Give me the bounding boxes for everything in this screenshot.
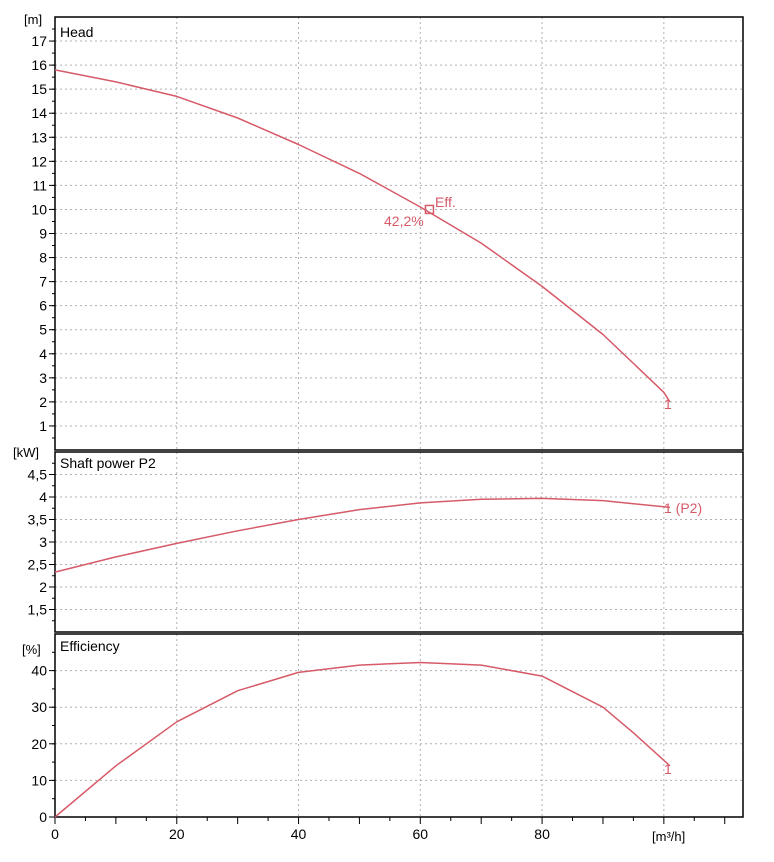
panel-frame — [54, 16, 744, 451]
y-tick-label: 3 — [39, 370, 47, 386]
panel-frame — [54, 633, 744, 818]
y-tick-label: 9 — [39, 226, 47, 242]
series-curve — [54, 497, 670, 573]
eff-marker — [424, 204, 435, 215]
power-panel-title: Shaft power P2 — [60, 455, 156, 471]
y-tick-label: 5 — [39, 322, 47, 338]
grid-layer — [49, 17, 743, 824]
y-tick-label: 0 — [39, 809, 47, 825]
eff-marker-value: 42,2% — [384, 213, 424, 229]
power-unit-label: [kW] — [13, 445, 39, 460]
head-unit-label: [m] — [24, 12, 42, 27]
y-tick-label: 7 — [39, 274, 47, 290]
y-tick-label: 15 — [31, 81, 47, 97]
x-tick-label: 0 — [51, 826, 59, 842]
eff-marker-label: Eff. — [435, 194, 456, 210]
y-tick-label: 11 — [32, 177, 47, 193]
series-curve — [54, 69, 671, 403]
y-tick-label: 2,5 — [28, 557, 48, 573]
y-tick-label: 1 — [39, 418, 47, 434]
y-tick-label: 17 — [31, 33, 47, 49]
y-tick-label: 1,5 — [28, 602, 48, 618]
efficiency-series-label: 1 — [664, 761, 672, 777]
x-tick-label: 80 — [534, 826, 550, 842]
y-tick-label: 2 — [39, 394, 47, 410]
y-tick-label: 40 — [31, 663, 47, 679]
panel-frames — [54, 16, 744, 818]
efficiency-panel-title: Efficiency — [60, 638, 120, 654]
panel-frame — [54, 451, 744, 633]
y-tick-label: 13 — [31, 129, 47, 145]
x-axis-unit-label: [m³/h] — [652, 829, 685, 844]
labels-layer: Head [m] Shaft power P2 [kW] Efficiency … — [13, 12, 702, 844]
power-series-label: 1 (P2) — [664, 500, 702, 516]
series-curve — [54, 661, 671, 818]
y-tick-label: 4,5 — [28, 467, 48, 483]
y-tick-label: 8 — [39, 250, 47, 266]
y-tick-label: 16 — [31, 57, 47, 73]
y-tick-label: 30 — [31, 699, 47, 715]
y-tick-label: 4 — [39, 489, 47, 505]
y-tick-label: 12 — [31, 153, 47, 169]
y-tick-label: 2 — [39, 579, 47, 595]
y-tick-label: 20 — [31, 736, 47, 752]
x-tick-label: 40 — [291, 826, 307, 842]
y-tick-label: 6 — [39, 298, 47, 314]
y-tick-label: 10 — [31, 201, 47, 217]
y-tick-label: 3,5 — [28, 512, 48, 528]
efficiency-unit-label: [%] — [22, 642, 41, 657]
y-tick-label: 14 — [31, 105, 47, 121]
curves-layer — [54, 69, 671, 818]
y-tick-label: 10 — [31, 772, 47, 788]
x-tick-label: 20 — [169, 826, 185, 842]
head-panel-title: Head — [60, 24, 93, 40]
x-tick-label: 60 — [413, 826, 429, 842]
y-tick-label: 3 — [39, 534, 47, 550]
y-tick-label: 4 — [39, 346, 47, 362]
head-series-label: 1 — [664, 396, 672, 412]
